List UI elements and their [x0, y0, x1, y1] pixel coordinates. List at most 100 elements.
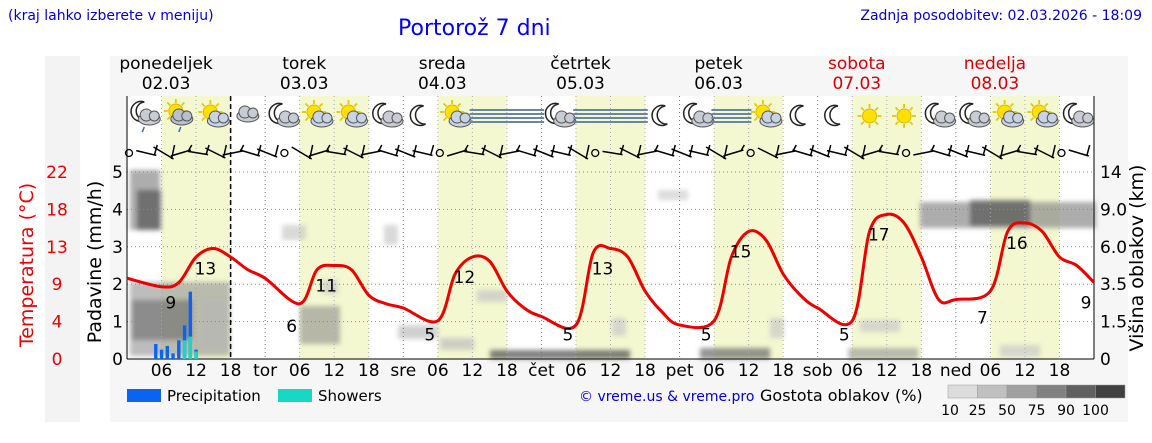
legend: Precipitation Showers © vreme.us & vreme… — [127, 384, 1126, 419]
temperature-value-label: 9 — [1081, 294, 1092, 314]
daytime-band — [437, 96, 507, 359]
cloud-patch — [440, 338, 474, 350]
temperature-tick-label: 0 — [52, 350, 63, 370]
day-date: 05.03 — [556, 74, 605, 94]
last-updated: Zadnja posodobitev: 02.03.2026 - 18:09 — [860, 8, 1142, 24]
showers-swatch — [278, 389, 312, 402]
moon-cloud-icon — [544, 102, 577, 128]
density-tick-label: 90 — [1057, 403, 1075, 419]
x-tick-label: 18 — [220, 361, 242, 381]
cloud-height-axis: 0 1.5 3.5 6.0 9.0 14 — [1100, 163, 1127, 370]
sun-cloud-icon — [750, 100, 783, 128]
cloud-patch — [860, 320, 900, 332]
daytime-band — [714, 96, 784, 359]
wind-barb — [1057, 148, 1066, 158]
x-tick-label: 18 — [634, 361, 656, 381]
x-day-label: sob — [803, 361, 833, 381]
x-tick-label: 06 — [980, 361, 1002, 381]
precip-tick-label: 1 — [112, 313, 123, 333]
moon-cloud-icon — [682, 102, 715, 128]
density-swatch — [977, 384, 1008, 399]
density-tick-label: 75 — [1028, 403, 1046, 419]
showers-bar — [188, 336, 193, 359]
day-date: 04.03 — [418, 74, 467, 94]
temperature-value-label: 5 — [563, 326, 574, 346]
density-swatch — [1065, 384, 1096, 399]
cloud-density-scale: 10 25 50 75 90 100 — [941, 384, 1126, 419]
density-tick-label: 10 — [941, 403, 959, 419]
temperature-axis-label: Temperatura (°C) — [16, 183, 38, 348]
day-date: 06.03 — [694, 74, 743, 94]
day-name: sreda — [419, 54, 466, 74]
temperature-tick-label: 9 — [52, 275, 63, 295]
wind-barb — [343, 144, 366, 159]
moon-cloud-icon — [924, 102, 957, 128]
x-tick-label: 12 — [600, 361, 622, 381]
precip-axis: 0 1 2 3 4 5 — [112, 163, 123, 370]
sun-cloud-icon — [336, 100, 368, 128]
wind-barb — [412, 144, 435, 157]
moon-icon — [409, 104, 426, 127]
x-day-label: sre — [390, 361, 416, 381]
sun-cloud-icon — [198, 100, 230, 128]
x-tick-label: 06 — [565, 361, 587, 381]
temperature-value-label: 5 — [701, 326, 712, 346]
showers-legend-label: Showers — [318, 387, 382, 405]
x-day-label: tor — [253, 361, 277, 381]
density-swatch — [1095, 384, 1126, 399]
temperature-tick-label: 4 — [52, 313, 63, 333]
precipitation-swatch — [127, 389, 161, 402]
wind-barb — [446, 144, 469, 157]
fog-icon — [469, 109, 510, 123]
temperature-value-label: 5 — [839, 326, 850, 346]
wind-barb — [1033, 144, 1056, 159]
wind-barb — [205, 144, 228, 159]
x-tick-label: 18 — [358, 361, 380, 381]
x-tick-label: 18 — [496, 361, 518, 381]
precip-tick-label: 0 — [112, 350, 123, 370]
x-tick-label: 12 — [185, 361, 207, 381]
wind-barb — [153, 144, 176, 160]
cloud-patch — [700, 348, 770, 359]
fog-icon — [607, 109, 648, 123]
cloud-patch — [848, 348, 918, 359]
showers-bar — [194, 351, 198, 359]
density-swatch — [1006, 384, 1037, 399]
moon-cloud-icon — [268, 102, 300, 128]
precip-bar — [177, 340, 181, 359]
cloud-height-tick-label: 3.5 — [1100, 275, 1127, 295]
credit-link[interactable]: © vreme.us & vreme.pro — [579, 389, 754, 405]
temperature-tick-label: 13 — [46, 238, 68, 258]
wind-barb — [688, 144, 711, 157]
cloud-patch — [137, 190, 161, 230]
cloud-height-tick-label: 6.0 — [1100, 238, 1127, 258]
day-date: 08.03 — [971, 74, 1020, 94]
daytime-band — [852, 96, 922, 359]
cloud-patch — [658, 190, 688, 200]
x-tick-label: 06 — [289, 361, 311, 381]
day-name: četrtek — [550, 54, 611, 74]
wind-barb — [723, 144, 746, 157]
temperature-tick-label: 22 — [46, 163, 68, 183]
precip-tick-label: 2 — [112, 275, 123, 295]
precip-tick-label: 3 — [112, 238, 123, 258]
wind-barb — [170, 144, 193, 157]
x-tick-label: 12 — [462, 361, 484, 381]
x-tick-label: 12 — [876, 361, 898, 381]
wind-barb — [291, 144, 314, 160]
cloud-patch — [300, 306, 340, 344]
precip-axis-label: Padavine (mm/h) — [84, 181, 106, 344]
moon-cloud-icon — [959, 102, 991, 128]
temperature-value-label: 13 — [195, 260, 217, 280]
wind-barb — [481, 144, 504, 159]
cloud-patch — [1000, 345, 1040, 357]
cloud-height-tick-label: 0 — [1100, 350, 1111, 370]
cloud-patch — [398, 325, 438, 339]
wind-barb — [901, 148, 911, 158]
temperature-value-label: 11 — [315, 277, 337, 297]
cloud-patch — [384, 225, 398, 245]
sun-cloud-rain-icon — [163, 99, 194, 133]
day-name: petek — [695, 54, 743, 74]
precipitation-legend-label: Precipitation — [167, 387, 261, 405]
region-hint[interactable]: (kraj lahko izberete v meniju) — [8, 8, 214, 24]
